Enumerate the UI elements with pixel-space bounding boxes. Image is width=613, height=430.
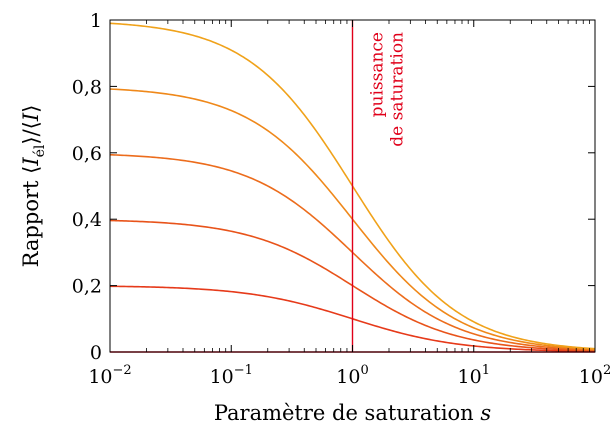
y-tick-label-2: 0,4 xyxy=(72,209,102,231)
x-tick-base-0: 10 xyxy=(88,366,112,388)
x-tick-exp-2: 0 xyxy=(360,363,368,378)
x-label-text: Paramètre de saturation xyxy=(214,401,481,425)
annotation-line-2: de saturation xyxy=(388,32,408,147)
y-tick-label-3: 0,6 xyxy=(72,143,102,165)
x-tick-label-0: 10−2 xyxy=(88,363,131,388)
saturation-annotation: puissance de saturation xyxy=(368,32,408,147)
x-tick-exp-3: 1 xyxy=(482,363,490,378)
y-tick-label-5: 1 xyxy=(90,10,102,32)
x-label-var: s xyxy=(480,401,491,425)
y-label-prefix: Rapport ⟨ xyxy=(19,166,43,268)
x-tick-label-2: 100 xyxy=(336,363,368,388)
x-tick-label-3: 101 xyxy=(458,363,490,388)
annotation-line-1: puissance xyxy=(368,32,388,117)
x-tick-base-4: 10 xyxy=(579,366,603,388)
x-tick-exp-1: −1 xyxy=(234,363,253,378)
x-tick-base-1: 10 xyxy=(210,366,234,388)
x-tick-base-3: 10 xyxy=(458,366,482,388)
x-tick-exp-4: 2 xyxy=(603,363,611,378)
y-label-sub: él xyxy=(32,144,48,157)
x-tick-label-1: 10−1 xyxy=(210,363,253,388)
y-tick-label-1: 0,2 xyxy=(72,276,102,298)
y-tick-label-0: 0 xyxy=(90,342,102,364)
y-axis-label: Rapport ⟨Iél⟩/⟨I⟩ xyxy=(19,105,48,268)
y-label-var2: I xyxy=(19,112,43,122)
y-label-var: I xyxy=(19,157,43,167)
x-tick-base-2: 10 xyxy=(336,366,360,388)
y-tick-label-4: 0,8 xyxy=(72,76,102,98)
x-tick-label-4: 102 xyxy=(579,363,611,388)
x-axis-label: Paramètre de saturation s xyxy=(214,401,492,425)
y-label-middle: ⟩/⟨ xyxy=(19,121,43,144)
y-label-suffix: ⟩ xyxy=(19,105,43,113)
x-tick-exp-0: −2 xyxy=(113,363,132,378)
ticks-layer xyxy=(109,19,596,353)
